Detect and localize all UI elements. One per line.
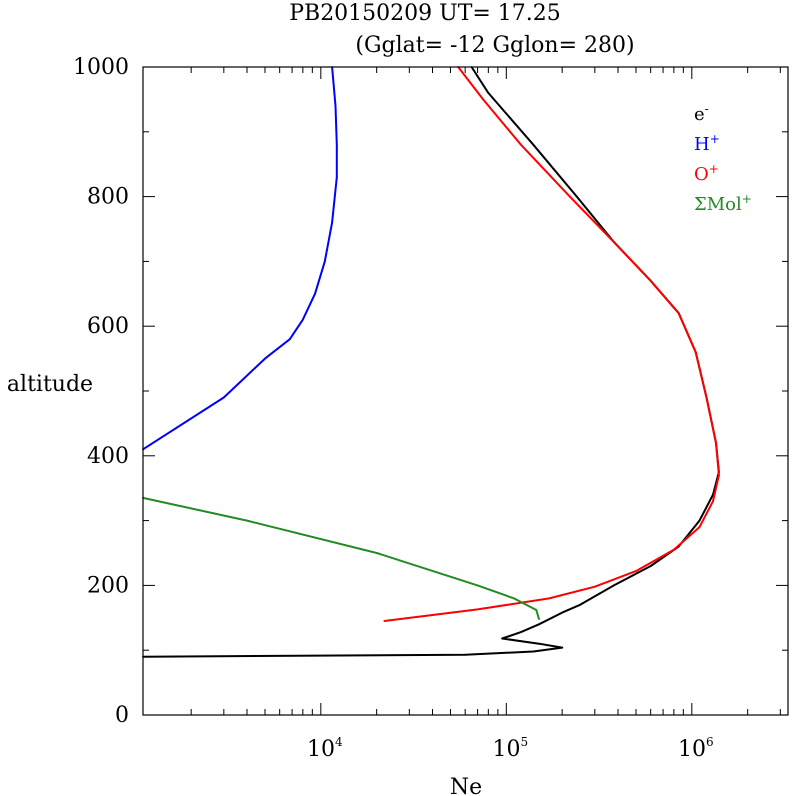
data-point <box>538 618 540 620</box>
data-point <box>548 597 550 600</box>
data-point <box>222 396 225 399</box>
y-tick-label: 200 <box>87 573 129 598</box>
data-point <box>635 570 637 572</box>
data-point <box>579 603 581 606</box>
data-point <box>715 441 717 444</box>
x-tick-exponent: 5 <box>520 735 528 749</box>
series-line-o <box>384 66 720 622</box>
legend-charge: + <box>709 162 719 176</box>
x-tick-base: 10 <box>307 737 335 762</box>
legend: e-H+O+ΣMol+ <box>694 102 752 215</box>
data-point <box>672 548 675 551</box>
data-point <box>513 597 515 600</box>
data-point <box>568 195 571 198</box>
series-layer <box>142 66 720 658</box>
legend-entry: H+ <box>694 132 720 155</box>
legend-label: H <box>694 134 710 155</box>
x-tick-label: 104 <box>307 735 343 762</box>
data-point <box>323 260 326 263</box>
legend-label: O <box>694 164 709 185</box>
data-point <box>301 318 304 321</box>
data-point <box>698 526 701 528</box>
series-h <box>142 66 338 451</box>
data-point <box>532 143 535 146</box>
data-point <box>335 143 338 146</box>
series-mol <box>142 496 540 620</box>
data-point <box>464 653 467 656</box>
data-point <box>535 609 538 611</box>
data-point <box>501 637 504 640</box>
data-point <box>487 92 490 94</box>
data-point <box>575 195 578 198</box>
chart-title: PB20150209 UT= 17.25 <box>289 1 561 26</box>
data-point <box>375 552 378 554</box>
data-point <box>331 221 333 224</box>
data-point <box>476 608 479 611</box>
legend-charge: + <box>742 192 752 206</box>
data-point <box>677 312 680 315</box>
series-o <box>383 66 720 622</box>
series-e <box>142 66 720 658</box>
legend-entry: ΣMol+ <box>694 192 752 215</box>
legend-charge: + <box>710 132 720 146</box>
series-line-e <box>142 66 720 658</box>
data-point <box>649 565 652 567</box>
y-tick-label: 600 <box>87 314 129 339</box>
x-tick-label: 106 <box>678 735 714 762</box>
y-tick-label: 0 <box>115 703 129 728</box>
data-point <box>538 623 540 626</box>
x-tick-labels: 104 105 106 <box>307 735 714 762</box>
data-point <box>482 98 484 101</box>
data-point <box>246 519 248 522</box>
data-point <box>649 279 652 282</box>
data-point <box>613 584 615 587</box>
data-point <box>288 338 291 341</box>
data-point <box>538 642 540 645</box>
data-point <box>561 646 564 649</box>
data-point <box>476 584 479 587</box>
legend-entry: O+ <box>694 162 719 185</box>
series-line-mol <box>142 496 540 620</box>
x-tick-exponent: 6 <box>706 735 714 749</box>
data-point <box>593 585 596 588</box>
legend-label: ΣMol <box>694 194 742 215</box>
data-point <box>335 176 338 179</box>
y-tick-label: 1000 <box>73 55 129 80</box>
data-point <box>718 474 720 477</box>
y-tick-label: 800 <box>87 185 129 210</box>
data-point <box>532 650 535 653</box>
data-point <box>520 143 522 146</box>
data-point <box>613 241 615 243</box>
y-tick-label: 400 <box>87 444 129 469</box>
y-axis-label: altitude <box>7 372 93 397</box>
x-tick-base: 10 <box>492 737 520 762</box>
data-point <box>383 620 386 622</box>
data-point <box>314 292 316 295</box>
data-point <box>334 105 337 107</box>
data-point <box>705 396 708 399</box>
x-tick-base: 10 <box>678 737 706 762</box>
x-axis-label: Ne <box>450 775 482 796</box>
x-tick-label: 105 <box>492 735 528 762</box>
x-tick-exponent: 4 <box>335 735 343 749</box>
data-point <box>712 500 714 503</box>
data-point <box>694 351 697 353</box>
data-point <box>520 631 522 633</box>
legend-entry: e- <box>694 102 709 125</box>
y-tick-labels: 0 200 400 600 800 1000 <box>73 55 129 728</box>
series-line-h <box>142 66 338 451</box>
legend-label: e <box>694 104 705 125</box>
data-point <box>561 611 564 614</box>
legend-charge: - <box>705 102 709 116</box>
data-point <box>698 519 701 522</box>
data-point <box>264 357 266 360</box>
plot-frame <box>142 66 789 716</box>
axis-ticks <box>143 66 788 716</box>
chart-subtitle: (Gglat= -12 Gglon= 280) <box>355 33 634 58</box>
